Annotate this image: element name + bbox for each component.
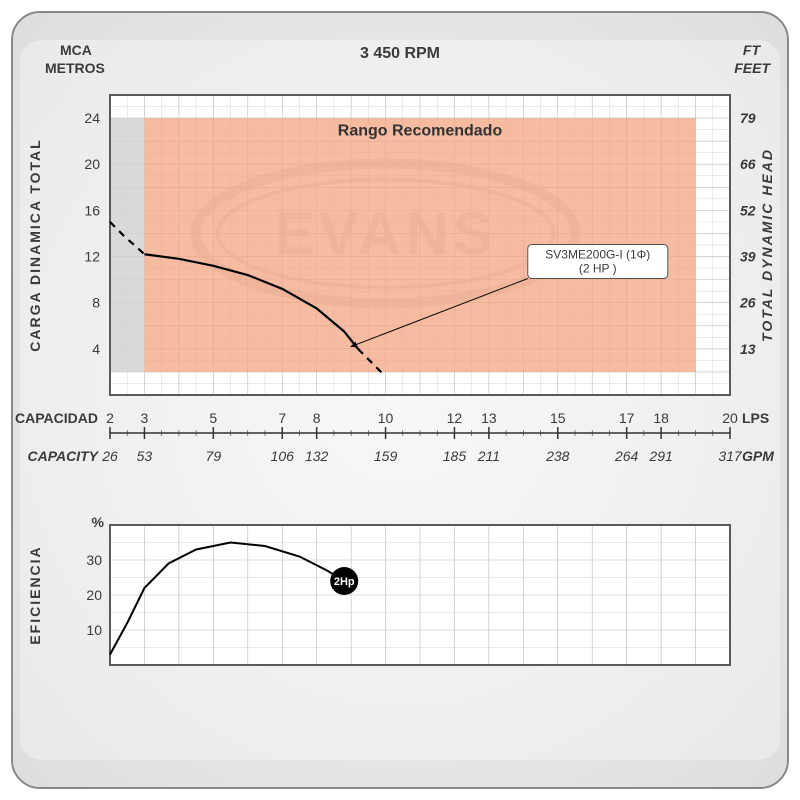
yl-tick: 8 [92, 295, 100, 311]
y-left-title: CARGA DINAMICA TOTAL [27, 138, 43, 351]
gpm-tick: 106 [271, 448, 295, 464]
eff-ytick: 20 [86, 587, 102, 603]
yr-tick: 39 [740, 249, 756, 265]
yr-tick: 13 [740, 341, 756, 357]
eff-ytick: 30 [86, 552, 102, 568]
lps-tick: 20 [722, 410, 738, 426]
lps-tick: 18 [653, 410, 669, 426]
yl-tick: 16 [84, 202, 100, 218]
label-feet: FEET [734, 60, 771, 76]
yr-tick: 66 [740, 156, 756, 172]
gpm-tick: 264 [614, 448, 639, 464]
lps-tick: 15 [550, 410, 566, 426]
callout-line1: SV3ME200G-I (1Φ) [545, 248, 650, 262]
lps-label: LPS [742, 410, 769, 426]
lps-tick: 17 [619, 410, 635, 426]
yl-tick: 20 [84, 156, 100, 172]
yl-tick: 24 [84, 110, 100, 126]
label-mca: MCA [60, 42, 92, 58]
gpm-tick: 79 [206, 448, 222, 464]
yl-tick: 4 [92, 341, 100, 357]
eff-badge-text: 2Hp [334, 576, 355, 588]
callout-line2: (2 HP ) [579, 262, 617, 276]
grey-zone [110, 118, 144, 372]
lps-tick: 12 [447, 410, 463, 426]
gpm-tick: 53 [137, 448, 153, 464]
eff-title: EFICIENCIA [27, 545, 43, 644]
lps-tick: 2 [106, 410, 114, 426]
lps-tick: 8 [313, 410, 321, 426]
yr-tick: 26 [739, 295, 756, 311]
capacity-label: CAPACITY [27, 448, 99, 464]
y-right-title: TOTAL DYNAMIC HEAD [759, 148, 775, 342]
label-metros: METROS [45, 60, 105, 76]
gpm-tick: 26 [101, 448, 118, 464]
gpm-tick: 132 [305, 448, 329, 464]
label-ft: FT [743, 42, 762, 58]
gpm-tick: 317 [718, 448, 743, 464]
lps-tick: 13 [481, 410, 497, 426]
recommended-label: Rango Recomendado [338, 122, 503, 139]
yr-tick: 79 [740, 110, 756, 126]
gpm-tick: 211 [477, 448, 500, 464]
gpm-tick: 238 [545, 448, 570, 464]
gpm-label: GPM [742, 448, 774, 464]
cap-label: CAPACIDAD [15, 410, 98, 426]
eff-pct: % [92, 514, 105, 530]
yr-tick: 52 [740, 202, 756, 218]
lps-tick: 3 [141, 410, 149, 426]
lps-tick: 7 [278, 410, 286, 426]
eff-ytick: 10 [86, 622, 102, 638]
yl-tick: 12 [84, 249, 100, 265]
lps-tick: 10 [378, 410, 394, 426]
gpm-tick: 159 [374, 448, 398, 464]
label-rpm: 3 450 RPM [360, 45, 440, 62]
gpm-tick: 185 [443, 448, 467, 464]
lps-tick: 5 [209, 410, 217, 426]
gpm-tick: 291 [648, 448, 672, 464]
